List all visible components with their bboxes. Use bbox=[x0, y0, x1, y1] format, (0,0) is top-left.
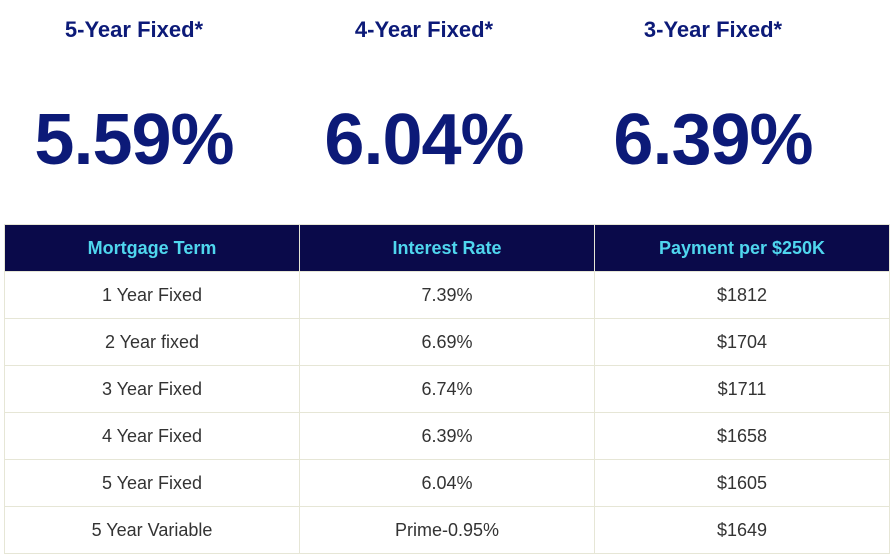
payment-cell: $1812 bbox=[594, 271, 890, 319]
rate-card-4-year: 4-Year Fixed* 6.04% bbox=[279, 0, 569, 222]
table-row: 1 Year Fixed 7.39% $1812 bbox=[4, 271, 890, 319]
term-cell: 3 Year Fixed bbox=[4, 365, 300, 413]
table-row: 2 Year fixed 6.69% $1704 bbox=[4, 318, 890, 366]
rate-value: 5.59% bbox=[34, 100, 234, 180]
rate-cell: Prime-0.95% bbox=[299, 506, 595, 554]
rate-cell: 6.04% bbox=[299, 459, 595, 507]
payment-cell: $1711 bbox=[594, 365, 890, 413]
header-mortgage-term: Mortgage Term bbox=[4, 224, 300, 272]
rate-cell: 6.39% bbox=[299, 412, 595, 460]
rate-cell: 6.74% bbox=[299, 365, 595, 413]
header-interest-rate: Interest Rate bbox=[299, 224, 595, 272]
featured-rates: 5-Year Fixed* 5.59% 4-Year Fixed* 6.04% … bbox=[0, 0, 891, 222]
payment-cell: $1605 bbox=[594, 459, 890, 507]
rate-title: 4-Year Fixed* bbox=[354, 17, 494, 42]
term-cell: 1 Year Fixed bbox=[4, 271, 300, 319]
rate-card-5-year: 5-Year Fixed* 5.59% bbox=[0, 0, 279, 222]
rate-title: 5-Year Fixed* bbox=[64, 17, 204, 42]
term-cell: 5 Year Fixed bbox=[4, 459, 300, 507]
rate-value: 6.04% bbox=[324, 100, 524, 180]
rate-title: 3-Year Fixed* bbox=[643, 17, 783, 42]
term-cell: 4 Year Fixed bbox=[4, 412, 300, 460]
term-cell: 2 Year fixed bbox=[4, 318, 300, 366]
table-header-row: Mortgage Term Interest Rate Payment per … bbox=[4, 224, 890, 272]
table-row: 4 Year Fixed 6.39% $1658 bbox=[4, 412, 890, 460]
payment-cell: $1704 bbox=[594, 318, 890, 366]
payment-cell: $1649 bbox=[594, 506, 890, 554]
table-row: 5 Year Variable Prime-0.95% $1649 bbox=[4, 506, 890, 554]
rate-cell: 6.69% bbox=[299, 318, 595, 366]
table-row: 5 Year Fixed 6.04% $1605 bbox=[4, 459, 890, 507]
mortgage-rate-table: Mortgage Term Interest Rate Payment per … bbox=[4, 224, 890, 554]
payment-cell: $1658 bbox=[594, 412, 890, 460]
term-cell: 5 Year Variable bbox=[4, 506, 300, 554]
rate-card-3-year: 3-Year Fixed* 6.39% bbox=[568, 0, 858, 222]
table-row: 3 Year Fixed 6.74% $1711 bbox=[4, 365, 890, 413]
rate-cell: 7.39% bbox=[299, 271, 595, 319]
rate-value: 6.39% bbox=[613, 100, 813, 180]
header-payment: Payment per $250K bbox=[594, 224, 890, 272]
